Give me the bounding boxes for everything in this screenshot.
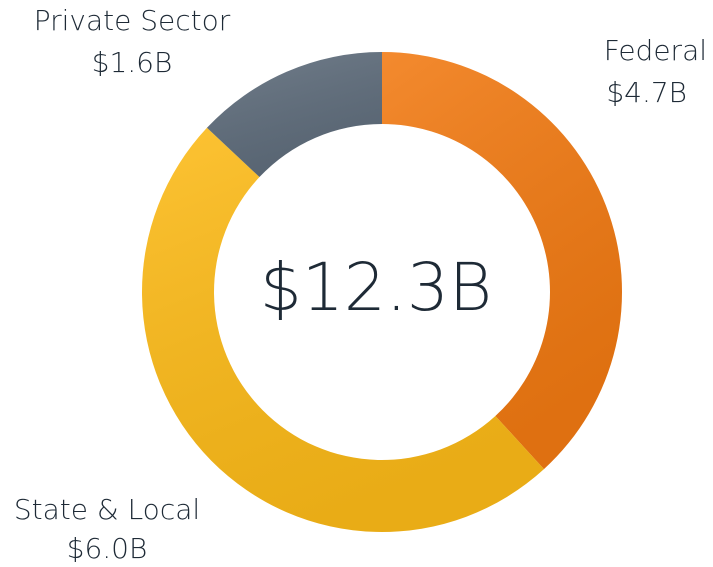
segment-shade <box>382 52 623 470</box>
donut <box>142 52 623 532</box>
category-label: State & Local <box>14 493 200 526</box>
value-label: $1.6B <box>92 46 173 79</box>
category-label: Federal <box>604 34 707 67</box>
segment-shade <box>206 52 382 178</box>
segment-shade <box>142 127 544 532</box>
category-label: Private Sector <box>34 4 231 37</box>
value-label: $4.7B <box>606 76 687 109</box>
center-label: $12.3B <box>260 249 492 326</box>
value-label: $6.0B <box>67 532 148 565</box>
